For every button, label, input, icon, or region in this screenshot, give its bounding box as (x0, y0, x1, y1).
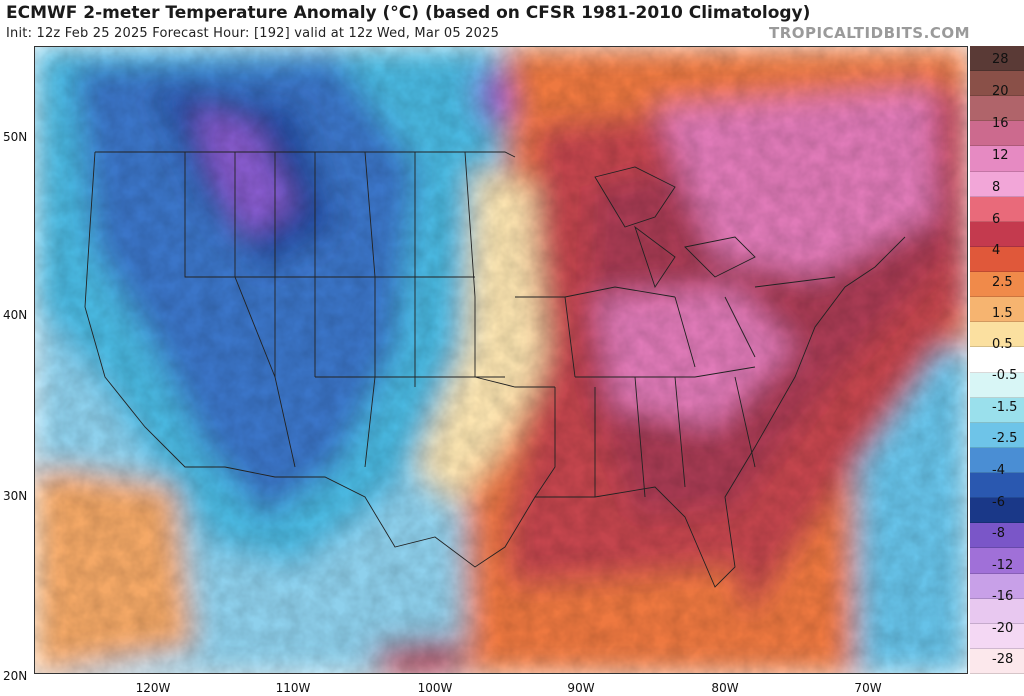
legend-label: -1.5 (992, 400, 1018, 415)
legend-swatch (970, 422, 1024, 448)
map-title: ECMWF 2-meter Temperature Anomaly (°C) (… (6, 3, 811, 23)
boundary-line (184, 152, 276, 378)
lat-label-20n: 20N (3, 669, 28, 683)
legend-swatch (970, 598, 1024, 624)
boundary-line (84, 151, 225, 468)
legend-label: -28 (992, 652, 1014, 667)
legend-swatch (970, 397, 1024, 423)
boundary-line (634, 225, 676, 289)
legend-swatch (970, 46, 1024, 72)
legend-swatch (970, 121, 1024, 147)
legend-swatch (970, 548, 1024, 574)
boundary-line (754, 276, 836, 288)
lon-label-100w: 100W (417, 681, 453, 695)
legend-label: -2.5 (992, 431, 1018, 446)
legend-swatch (970, 648, 1024, 674)
lat-label-30n: 30N (3, 489, 28, 503)
boundary-line (674, 376, 686, 488)
legend-label: 1.5 (992, 306, 1013, 321)
anomaly-map (34, 46, 968, 674)
boundary-line (364, 376, 376, 468)
legend-swatch (970, 71, 1024, 97)
legend-swatch (970, 573, 1024, 599)
legend-swatch (970, 221, 1024, 247)
boundary-line (575, 366, 756, 378)
legend-swatch (970, 347, 1024, 373)
legend-swatch (970, 623, 1024, 649)
legend-swatch (970, 96, 1024, 122)
legend-label: 6 (992, 212, 1001, 227)
legend-swatch (970, 473, 1024, 499)
boundary-line (724, 296, 756, 358)
legend-label: -12 (992, 558, 1014, 573)
lon-label-80w: 80W (711, 681, 739, 695)
legend-swatch (970, 322, 1024, 348)
legend-label: 28 (992, 52, 1009, 67)
legend-label: -20 (992, 621, 1014, 636)
lon-label-90w: 90W (567, 681, 595, 695)
legend-swatch (970, 272, 1024, 298)
legend-label: -16 (992, 589, 1014, 604)
lat-label-50n: 50N (3, 130, 28, 144)
boundary-line (684, 236, 756, 278)
legend-swatch (970, 372, 1024, 398)
legend-swatch (970, 498, 1024, 524)
legend-label: 2.5 (992, 275, 1013, 290)
legend-label: -6 (992, 495, 1005, 510)
boundary-line (634, 376, 646, 498)
legend-label: -0.5 (992, 368, 1018, 383)
legend-label: 0.5 (992, 337, 1013, 352)
lon-label-70w: 70W (854, 681, 882, 695)
boundary-line (674, 296, 696, 368)
legend-label: 16 (992, 116, 1009, 131)
boundary-line (464, 151, 476, 377)
lat-label-40n: 40N (3, 308, 28, 322)
legend-swatch (970, 447, 1024, 474)
boundary-line (274, 277, 296, 468)
lon-label-120w: 120W (135, 681, 171, 695)
boundary-line (474, 376, 555, 388)
legend-swatch (970, 523, 1024, 549)
boundary-line (734, 376, 756, 468)
legend-label: 12 (992, 148, 1009, 163)
legend-swatch (970, 146, 1024, 172)
credit-watermark: TROPICALTIDBITS.COM (769, 24, 970, 42)
boundary-line (564, 286, 676, 298)
boundary-line (95, 151, 516, 158)
legend-swatch (970, 246, 1024, 273)
legend-swatch (970, 196, 1024, 222)
texture-overlay (35, 47, 967, 673)
boundary-line (534, 387, 556, 498)
legend-colorbar: 28 20 16 12 8 6 4 2.5 1.5 0.5 -0.5 -1.5 -2.5 -4 -6 -8 -1… (970, 46, 1024, 674)
boundary-line (224, 236, 906, 588)
legend-swatch (970, 171, 1024, 197)
legend-label: 8 (992, 180, 1001, 195)
legend-label: -8 (992, 526, 1005, 541)
lon-label-110w: 110W (275, 681, 311, 695)
legend-label: 20 (992, 84, 1009, 99)
boundary-line (594, 166, 676, 228)
legend-label: 4 (992, 243, 1001, 258)
map-subtitle: Init: 12z Feb 25 2025 Forecast Hour: [19… (6, 26, 500, 41)
legend-swatch (970, 297, 1024, 323)
legend-label: -4 (992, 463, 1005, 478)
map-canvas (35, 47, 967, 673)
